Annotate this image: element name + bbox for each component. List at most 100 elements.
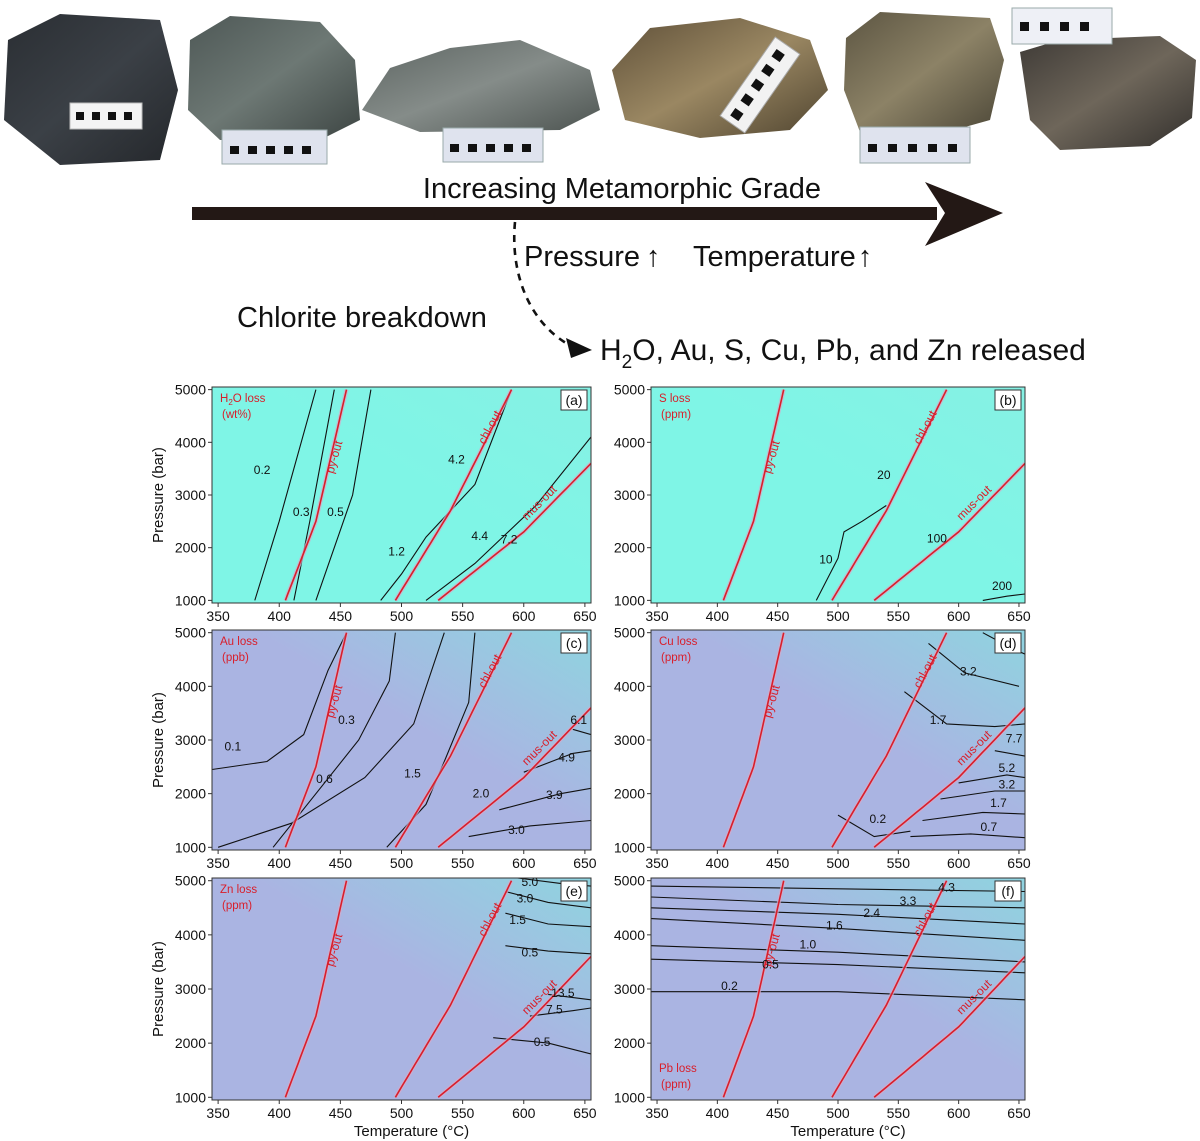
x-tick-label: 450 (766, 855, 790, 871)
y-tick-label: 4000 (175, 434, 206, 450)
y-tick-label: 1000 (614, 592, 645, 608)
contour-label: 4.4 (471, 529, 488, 543)
x-tick-label: 350 (645, 1105, 669, 1121)
x-tick-label: 600 (947, 1105, 971, 1121)
x-tick-label: 550 (887, 608, 911, 624)
x-tick-label: 450 (329, 1105, 353, 1121)
panel-title-units: (ppm) (661, 652, 691, 664)
y-tick-label: 2000 (175, 1035, 206, 1051)
x-tick-label: 600 (512, 1105, 536, 1121)
x-tick-label: 350 (206, 1105, 230, 1121)
contour-label: 5.0 (522, 875, 539, 889)
x-tick-label: 650 (1007, 608, 1031, 624)
contour-label: 0.2 (254, 463, 271, 477)
contour-label: 7.7 (1006, 732, 1023, 746)
released-subscript: 2 (622, 352, 633, 373)
contour-label: 3.0 (517, 891, 534, 905)
x-tick-label: 650 (573, 855, 597, 871)
panel-letter: (c) (566, 635, 582, 651)
y-tick-label: 4000 (614, 927, 645, 943)
y-tick-label: 3000 (614, 981, 645, 997)
x-tick-label: 400 (268, 855, 292, 871)
contour-line (651, 945, 1025, 963)
contour-line (572, 728, 591, 736)
y-tick-label: 2000 (614, 786, 645, 802)
x-tick-label: 550 (887, 1105, 911, 1121)
contour-line (293, 389, 335, 601)
py-out-line (722, 389, 785, 601)
contour-label: 1.7 (930, 713, 947, 727)
contour-label: 6.1 (570, 713, 587, 727)
y-tick-label: 2000 (614, 540, 645, 556)
x-tick-label: 350 (206, 855, 230, 871)
contour-line (254, 389, 317, 601)
mus-out-line (437, 955, 591, 1098)
temperature-up-arrow: ↑ (858, 241, 873, 273)
contour-line (994, 750, 1025, 757)
panel-letter: (e) (565, 883, 582, 899)
contour-line (651, 907, 1025, 925)
x-tick-label: 500 (390, 1105, 414, 1121)
contour-label: 3.0 (508, 823, 525, 837)
mus-out-line (437, 462, 591, 602)
y-tick-label: 4000 (175, 678, 206, 694)
x-tick-label: 600 (512, 608, 536, 624)
contour-label: 1.6 (826, 918, 843, 932)
contour-line (922, 811, 1025, 822)
chl-out-line (831, 880, 948, 1098)
chl-out-line (831, 632, 948, 848)
contour-label: 13.5 (551, 986, 575, 1000)
rock-sample-2 (188, 16, 360, 165)
x-axis-label: Temperature (°C) (354, 1123, 469, 1140)
y-tick-label: 5000 (614, 382, 645, 398)
panel-letter: (d) (999, 635, 1016, 651)
x-tick-label: 650 (573, 608, 597, 624)
panel-title-units: (ppm) (661, 409, 691, 421)
y-tick-label: 2000 (175, 540, 206, 556)
py-out-line (722, 880, 785, 1098)
py-out-line (284, 632, 348, 848)
contour-line (940, 790, 1025, 800)
panel-letter: (f) (1001, 883, 1014, 899)
temperature-label: Temperature↑ (693, 241, 872, 273)
panel-background (651, 878, 1025, 1100)
panel-title: S loss (659, 393, 691, 405)
contour-line (815, 505, 887, 601)
x-tick-label: 400 (706, 1105, 730, 1121)
panel-title-units: (wt%) (222, 409, 252, 421)
y-tick-label: 4000 (614, 434, 645, 450)
contour-line (217, 632, 445, 848)
panel-title: Cu loss (659, 636, 698, 648)
py-out-line (722, 632, 785, 848)
contour-label: 5.2 (999, 761, 1016, 775)
contour-line (499, 787, 591, 811)
x-tick-label: 500 (826, 1105, 850, 1121)
x-tick-label: 650 (1007, 1105, 1031, 1121)
contour-label: 20 (877, 468, 891, 482)
contour-label: 100 (927, 531, 947, 545)
rock-sample-3 (362, 40, 600, 163)
chlorite-dashed-arrow (512, 221, 574, 349)
contour-line (651, 896, 1025, 909)
contour-line (315, 389, 372, 601)
rock-sample-6 (1011, 7, 1196, 150)
chl-out-line (394, 632, 513, 848)
y-tick-label: 3000 (175, 487, 206, 503)
contour-label: 0.5 (327, 505, 344, 519)
y-tick-label: 5000 (175, 625, 206, 641)
panel-title: Pb loss (659, 1063, 697, 1075)
panel-title: H2O loss (220, 393, 266, 407)
contour-label: 0.5 (522, 946, 539, 960)
x-tick-label: 350 (645, 855, 669, 871)
contour-line (272, 632, 396, 848)
x-tick-label: 350 (206, 608, 230, 624)
contour-line (380, 389, 513, 601)
panel-title: Au loss (220, 636, 258, 648)
grade-arrow-shaft (192, 207, 937, 220)
contour-label: 3.3 (900, 894, 917, 908)
metamorphic-schematic: Increasing Metamorphic Grade Pressure ↑ T… (192, 173, 1086, 373)
x-tick-label: 550 (451, 1105, 475, 1121)
contour-label: 3.9 (546, 788, 563, 802)
contour-label: 0.2 (721, 979, 738, 993)
